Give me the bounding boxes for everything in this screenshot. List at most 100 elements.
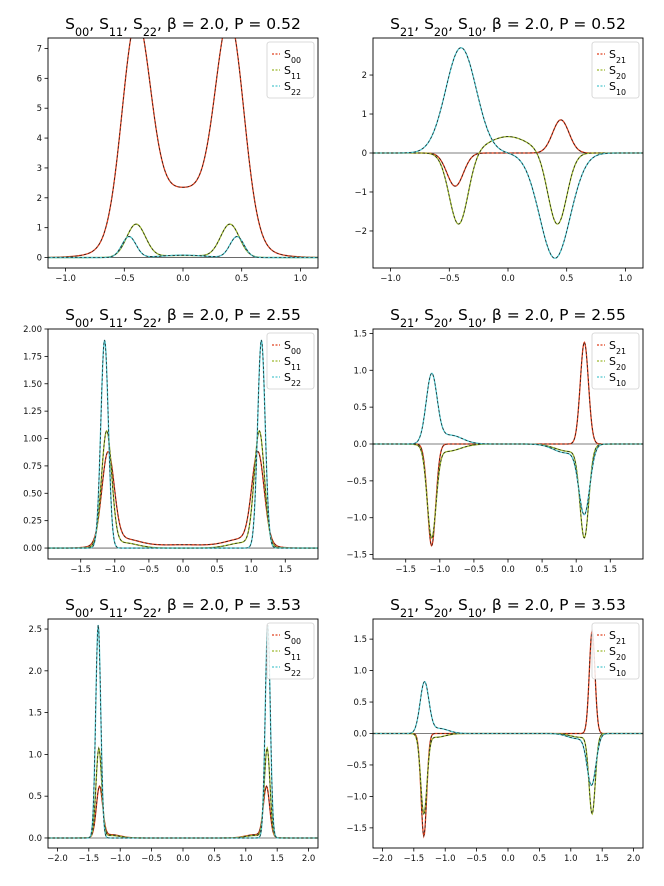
y-tick-label: −0.5 [346, 477, 367, 487]
fit-line-S11 [48, 747, 318, 839]
legend-box [591, 332, 640, 390]
x-tick-label: 1.0 [294, 274, 308, 284]
x-tick-label: 0.5 [208, 854, 222, 864]
y-tick-label: 0.0 [353, 440, 367, 450]
fit-line-S10 [373, 681, 643, 786]
y-tick-label: 1.50 [23, 380, 42, 390]
x-tick-label: 1.0 [569, 565, 583, 575]
chart-title: S21, S20, S10, β = 2.0, P = 2.55 [390, 306, 626, 330]
x-tick-label: −2.0 [372, 854, 393, 864]
series-line-S00 [48, 785, 318, 839]
fit-line-S22 [48, 339, 318, 549]
fit-line-S20 [373, 443, 643, 539]
legend-label: S00 [284, 339, 301, 356]
y-tick-label: 1.25 [23, 407, 42, 417]
chart-title: S00, S11, S22, β = 2.0, P = 2.55 [65, 306, 301, 330]
legend-label: S22 [284, 661, 301, 678]
y-tick-label: −1.5 [346, 824, 367, 834]
fit-line-S00 [48, 38, 318, 258]
y-tick-label: 0.5 [28, 792, 42, 802]
fit-line-S10 [373, 373, 643, 515]
y-tick-label: 2.5 [28, 625, 42, 635]
y-tick-label: 0 [37, 254, 42, 264]
x-tick-label: 0.0 [176, 854, 190, 864]
chart-title: S00, S11, S22, β = 2.0, P = 3.53 [65, 596, 301, 620]
legend-label: S20 [609, 355, 626, 372]
chart-panel-2: −1.0 −0.5 0.0 0.5 1.0 −2 −1 0 1 2 S21, S20, S10, β… [354, 15, 644, 284]
x-tick-label: 1.5 [279, 565, 293, 575]
chart-panel-5: −2.0 −1.5 −1.0 −0.5 0.0 0.5 1.0 1.5 2.0 0.0 0.5 1.0… [28, 596, 319, 864]
legend-label: S00 [284, 48, 301, 65]
legend-box [266, 332, 315, 390]
x-tick-label: 0.0 [176, 274, 190, 284]
x-tick-label: −0.5 [139, 565, 160, 575]
x-tick-label: −1.0 [104, 565, 125, 575]
legend-label: S21 [609, 629, 626, 646]
chart-title: S21, S20, S10, β = 2.0, P = 0.52 [390, 15, 626, 39]
x-tick-label: −1.5 [70, 565, 91, 575]
fit-line-S11 [48, 430, 318, 549]
fit-line-S10 [373, 47, 643, 259]
x-tick-label: −1.0 [435, 854, 456, 864]
y-tick-label: 0.75 [23, 462, 42, 472]
x-tick-label: −1.0 [110, 854, 131, 864]
y-tick-label: 1.00 [23, 435, 42, 445]
series-line-S11 [48, 429, 318, 549]
legend-box [266, 622, 315, 680]
series-line-S10 [373, 372, 643, 516]
x-tick-label: 0.5 [533, 854, 547, 864]
chart-title: S00, S11, S22, β = 2.0, P = 0.52 [65, 15, 301, 39]
x-tick-label: 1.5 [270, 854, 284, 864]
y-tick-label: 1.0 [353, 667, 367, 677]
fit-line-S22 [48, 624, 318, 839]
x-tick-label: −0.5 [141, 854, 162, 864]
x-tick-label: 0.0 [501, 854, 515, 864]
y-tick-label: 4 [37, 134, 42, 144]
y-tick-label: 6 [37, 74, 42, 84]
legend-label: S10 [609, 371, 626, 388]
y-tick-label: 2 [37, 194, 42, 204]
series-line-S00 [48, 450, 318, 549]
y-tick-label: 5 [37, 104, 42, 114]
legend-label: S00 [284, 629, 301, 646]
legend-label: S21 [609, 48, 626, 65]
chart-panel-6: −2.0 −1.5 −1.0 −0.5 0.0 0.5 1.0 1.5 2.0−1.5−1.0−… [346, 596, 644, 864]
y-tick-label: 0.25 [23, 517, 42, 527]
fit-line-S00 [48, 451, 318, 549]
fit-line-S11 [48, 223, 318, 258]
x-tick-label: 1.5 [595, 854, 609, 864]
y-tick-label: 2 [362, 71, 367, 81]
y-tick-label: 1 [37, 224, 42, 234]
y-tick-label: 1.5 [28, 709, 42, 719]
legend-box [591, 622, 640, 680]
legend-label: S20 [609, 645, 626, 662]
chart-panel-1: −1.0 −0.5 0.0 0.5 1.0 0 1 2 3 4 5 6 7 S00, S11, S22, … [37, 15, 319, 284]
x-tick-label: 1.0 [244, 565, 258, 575]
x-tick-label: −0.5 [464, 565, 485, 575]
legend-label: S10 [609, 661, 626, 678]
legend-label: S21 [609, 339, 626, 356]
x-tick-label: 0.0 [176, 565, 190, 575]
x-tick-label: −1.5 [395, 565, 416, 575]
x-tick-label: −1.5 [78, 854, 99, 864]
x-tick-label: 2.0 [302, 854, 316, 864]
y-tick-label: 0.5 [353, 698, 367, 708]
y-tick-label: 3 [37, 164, 42, 174]
fit-line-S22 [48, 236, 318, 258]
x-tick-label: −0.5 [439, 274, 460, 284]
series-line-S20 [373, 732, 643, 816]
x-tick-label: 2.0 [627, 854, 641, 864]
legend-label: S22 [284, 371, 301, 388]
legend-label: S20 [609, 64, 626, 81]
y-tick-label: 1 [362, 110, 367, 120]
y-tick-label: 0.50 [23, 489, 42, 499]
fit-line-S20 [373, 733, 643, 815]
y-tick-label: 0.0 [353, 730, 367, 740]
series-line-S22 [48, 235, 318, 259]
y-tick-label: −1.5 [346, 551, 367, 561]
